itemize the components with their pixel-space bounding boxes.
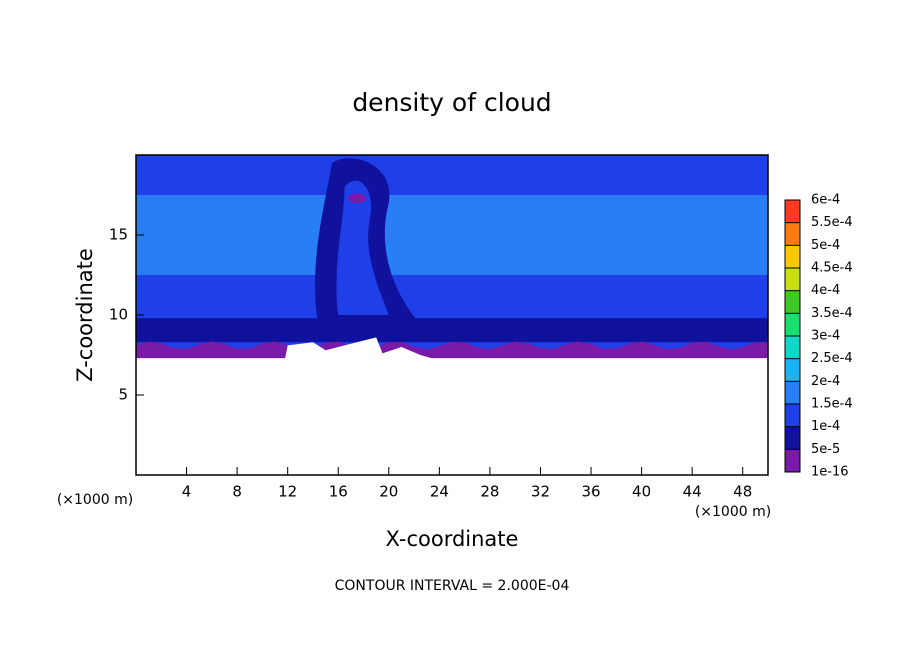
colorbar-swatch bbox=[785, 313, 800, 336]
colorbar-label: 3e-4 bbox=[811, 329, 840, 344]
colorbar-label: 5e-4 bbox=[811, 238, 840, 253]
colorbar-label: 5.5e-4 bbox=[811, 215, 853, 230]
colorbar-swatch bbox=[785, 381, 800, 404]
x-axis-label: X-coordinate bbox=[386, 527, 519, 551]
x-tick-label: 28 bbox=[480, 483, 499, 501]
x-tick-label: 44 bbox=[683, 483, 702, 501]
colorbar-label: 1.5e-4 bbox=[811, 397, 853, 412]
colorbar-swatch bbox=[785, 222, 800, 246]
x-tick-label: 20 bbox=[379, 483, 398, 501]
colorbar-swatch bbox=[785, 290, 800, 314]
x-tick-label: 48 bbox=[733, 483, 752, 501]
annotation: CONTOUR INTERVAL = 2.000E-04 bbox=[335, 578, 570, 594]
x-tick-label: 24 bbox=[430, 483, 449, 501]
cloud-free bbox=[136, 337, 768, 475]
x-unit: (×1000 m) bbox=[695, 504, 771, 520]
colorbar-swatch bbox=[785, 404, 800, 427]
contour-region bbox=[136, 318, 768, 343]
x-tick-label: 40 bbox=[632, 483, 651, 501]
y-unit: (×1000 m) bbox=[57, 492, 133, 508]
colorbar-label: 4.5e-4 bbox=[811, 261, 853, 276]
colorbar-swatch bbox=[785, 245, 800, 268]
colorbar-label: 3.5e-4 bbox=[811, 306, 853, 321]
colorbar-swatch bbox=[785, 336, 800, 359]
colorbar-label: 2.5e-4 bbox=[811, 351, 853, 366]
colorbar-swatch bbox=[785, 426, 800, 450]
contour-region bbox=[136, 211, 768, 259]
contour-region bbox=[348, 193, 367, 204]
colorbar-label: 4e-4 bbox=[811, 283, 840, 298]
y-axis-label: Z-coordinate bbox=[73, 248, 97, 382]
y-tick-label: 5 bbox=[118, 386, 128, 404]
contour-region bbox=[336, 180, 389, 315]
colorbar-label: 6e-4 bbox=[811, 193, 840, 208]
x-tick-label: 4 bbox=[182, 483, 192, 501]
chart-title: density of cloud bbox=[352, 88, 551, 117]
colorbar-label: 2e-4 bbox=[811, 374, 840, 389]
contour-region bbox=[136, 155, 768, 168]
colorbar-label: 1e-16 bbox=[811, 465, 849, 480]
colorbar-swatch bbox=[785, 268, 800, 291]
colorbar-label: 5e-5 bbox=[811, 442, 840, 457]
x-tick-label: 36 bbox=[581, 483, 600, 501]
x-tick-label: 8 bbox=[232, 483, 242, 501]
y-tick-label: 15 bbox=[109, 226, 128, 244]
colorbar-swatch bbox=[785, 358, 800, 382]
x-tick-label: 16 bbox=[329, 483, 348, 501]
colorbar-label: 1e-4 bbox=[811, 419, 840, 434]
colorbar-swatch bbox=[785, 449, 800, 472]
x-tick-label: 32 bbox=[531, 483, 550, 501]
y-tick-label: 10 bbox=[109, 306, 128, 324]
colorbar-swatch bbox=[785, 200, 800, 223]
x-tick-label: 12 bbox=[278, 483, 297, 501]
